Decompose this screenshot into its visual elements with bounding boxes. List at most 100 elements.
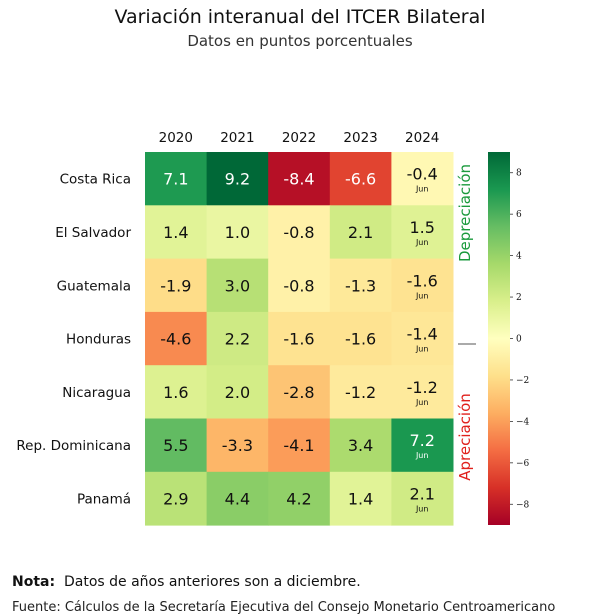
cell-value: 1.0: [225, 223, 250, 242]
heatmap-cell: [391, 152, 454, 206]
heatmap-cell: [391, 418, 454, 473]
heatmap-cell: [145, 471, 208, 526]
heatmap-cell: [329, 311, 392, 366]
heatmap-cell: [206, 365, 269, 419]
chart-subtitle: Datos en puntos porcentuales: [187, 32, 413, 50]
heatmap-cell: [329, 418, 392, 473]
heatmap-cell: [391, 471, 454, 526]
cell-value: -1.2: [407, 378, 438, 397]
cell-sublabel: Jun: [415, 345, 429, 354]
heatmap-cell: [268, 471, 331, 526]
heatmap-cell: [329, 258, 392, 313]
row-label: Nicaragua: [62, 385, 131, 401]
colorbar-tick-label: 6: [516, 210, 522, 220]
row-label: El Salvador: [55, 225, 131, 241]
heatmap-cell: [145, 311, 208, 366]
cell-sublabel: Jun: [415, 504, 429, 513]
column-label: 2022: [282, 130, 316, 146]
colorbar: [488, 152, 510, 525]
column-label: 2024: [405, 130, 439, 146]
colorbar-tick-label: 4: [516, 252, 522, 262]
cell-value: -3.3: [222, 436, 253, 455]
cell-value: -1.3: [345, 276, 376, 295]
cell-value: 1.6: [163, 383, 188, 402]
cell-value: -2.8: [283, 383, 314, 402]
cell-sublabel: Jun: [415, 238, 429, 247]
cell-value: -1.6: [345, 330, 376, 349]
column-label: 2020: [159, 130, 193, 146]
depreciation-label: Depreciación: [456, 164, 474, 262]
cell-value: 2.2: [225, 330, 250, 349]
cell-value: 4.2: [286, 489, 311, 508]
colorbar-tick-label: 8: [516, 169, 522, 179]
heatmap-cell: [145, 365, 208, 419]
row-label: Rep. Dominicana: [16, 438, 131, 454]
source-text: Fuente: Cálculos de la Secretaría Ejecut…: [12, 600, 556, 615]
heatmap-cell: [329, 152, 392, 206]
row-label: Panamá: [77, 491, 131, 507]
heatmap-cell: [145, 205, 208, 260]
heatmap-cell: [206, 418, 269, 473]
chart-title: Variación interanual del ITCER Bilateral: [114, 6, 486, 28]
heatmap-cell: [268, 311, 331, 366]
cell-sublabel: Jun: [415, 451, 429, 460]
cell-value: -4.6: [160, 330, 191, 349]
colorbar-tick-label: −4: [516, 417, 530, 427]
heatmap-cell: [145, 152, 208, 206]
heatmap-cell: [206, 205, 269, 260]
cell-value: 1.5: [409, 218, 434, 237]
colorbar-tick-label: 0: [516, 335, 522, 345]
appreciation-label: Apreciación: [456, 393, 474, 481]
note-text: Datos de años anteriores son a diciembre…: [63, 574, 361, 590]
heatmap-cell: [268, 418, 331, 473]
cell-value: 9.2: [225, 170, 250, 189]
heatmap-cell: [206, 258, 269, 313]
heatmap-cell: [329, 365, 392, 419]
heatmap-cell: [329, 205, 392, 260]
heatmap-cell: [206, 311, 269, 366]
cell-value: -8.4: [283, 170, 314, 189]
cell-value: 1.4: [163, 223, 188, 242]
colorbar-tick-label: −8: [516, 500, 530, 510]
heatmap-cell: [391, 311, 454, 366]
heatmap-cell: [145, 258, 208, 313]
colorbar-tick-label: −6: [516, 459, 530, 469]
cell-value: 5.5: [163, 436, 188, 455]
row-label: Guatemala: [57, 278, 131, 294]
cell-value: 2.9: [163, 489, 188, 508]
colorbar-tick-label: 2: [516, 293, 522, 303]
cell-value: 3.0: [225, 276, 250, 295]
cell-value: 2.0: [225, 383, 250, 402]
heatmap-cell: [268, 152, 331, 206]
cell-value: 4.4: [225, 489, 250, 508]
heatmap-cell: [391, 365, 454, 419]
row-label: Honduras: [66, 332, 131, 348]
heatmap-cell: [145, 418, 208, 473]
heatmap-cell: [206, 471, 269, 526]
cell-value: 2.1: [409, 484, 434, 503]
heatmap-cell: [206, 152, 269, 206]
cell-value: 7.1: [163, 170, 188, 189]
cell-value: -0.8: [283, 276, 314, 295]
cell-value: 3.4: [348, 436, 373, 455]
cell-sublabel: Jun: [415, 185, 429, 194]
cell-sublabel: Jun: [415, 398, 429, 407]
cell-value: -1.9: [160, 276, 191, 295]
cell-value: -0.4: [407, 165, 438, 184]
cell-value: 2.1: [348, 223, 373, 242]
cell-value: -1.6: [283, 330, 314, 349]
cell-sublabel: Jun: [415, 291, 429, 300]
heatmap-cell: [268, 258, 331, 313]
heatmap-cell: [268, 205, 331, 260]
heatmap-cell: [391, 258, 454, 313]
row-label: Costa Rica: [60, 172, 131, 188]
heatmap-cell: [268, 365, 331, 419]
cell-value: -0.8: [283, 223, 314, 242]
cell-value: -6.6: [345, 170, 376, 189]
heatmap-cell: [329, 471, 392, 526]
cell-value: -1.6: [407, 271, 438, 290]
cell-value: -1.2: [345, 383, 376, 402]
colorbar-tick-label: −2: [516, 376, 529, 386]
column-label: 2021: [220, 130, 254, 146]
